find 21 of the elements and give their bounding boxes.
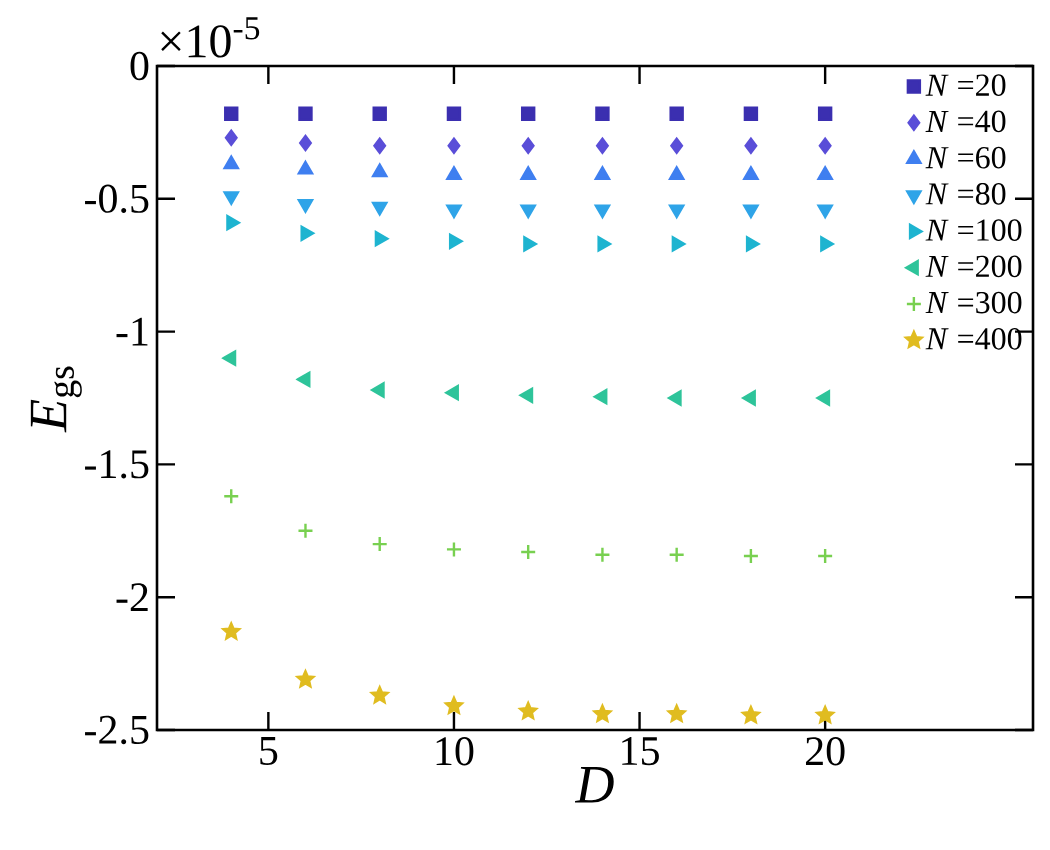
legend-label: N =60 [925,146,1006,169]
x-tick-label: 15 [622,737,659,766]
y-tick-label: -1 [116,317,148,346]
x-tick-label: 5 [260,737,278,765]
legend-label: N =200 [925,255,1022,278]
y-tick-label: -2 [116,583,148,612]
y-axis-title: E$_{gs}$ [30,366,82,433]
legend-label: N =300 [925,291,1022,314]
legend-label: N =400 [925,328,1022,350]
y-tick-label: -2.5 [85,715,149,745]
y-tick-label: -1.5 [85,450,149,479]
y-tick-label: -0.5 [85,184,149,214]
text: ×10$^{-5}$ [161,17,260,58]
legend-label: N =20 [925,74,1006,96]
legend-label: N =100 [925,219,1022,241]
legend-label: N =80 [925,183,1006,205]
x-tick-label: 10 [436,737,474,766]
x-axis-title: D [574,767,614,803]
x-tick-label: 20 [805,737,845,766]
y-tick-label: 0 [130,51,149,81]
legend-label: N =40 [925,110,1006,133]
